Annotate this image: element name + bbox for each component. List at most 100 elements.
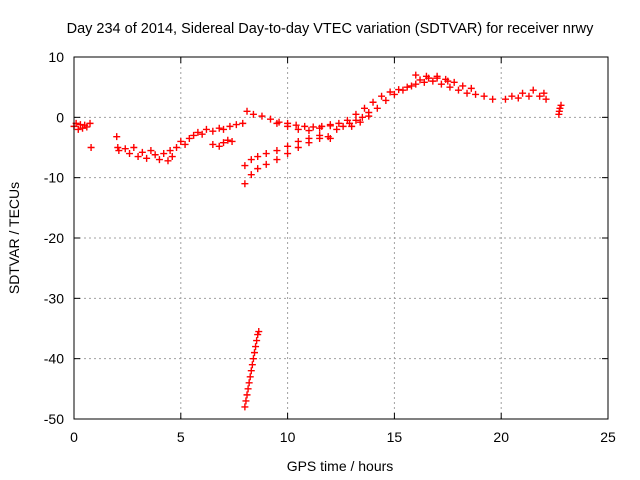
- data-point: [324, 133, 332, 141]
- data-point: [249, 355, 257, 363]
- data-point: [164, 157, 172, 165]
- data-point: [202, 125, 210, 133]
- data-point: [273, 119, 281, 127]
- data-point: [422, 72, 430, 80]
- x-tick-label: 5: [177, 429, 185, 445]
- data-point: [134, 153, 142, 161]
- data-point: [130, 144, 138, 151]
- data-point: [198, 130, 206, 138]
- data-point: [529, 86, 537, 94]
- data-point: [155, 156, 163, 164]
- data-point: [420, 78, 428, 86]
- data-point: [489, 95, 497, 103]
- data-point: [301, 122, 309, 130]
- data-point: [243, 107, 251, 115]
- data-point: [333, 125, 341, 133]
- y-axis-title: SDTVAR / TECUs: [6, 182, 22, 294]
- data-point: [416, 76, 424, 84]
- data-point: [254, 153, 262, 161]
- data-point: [284, 142, 292, 150]
- y-tick-label: -40: [44, 351, 64, 367]
- data-point: [113, 133, 121, 141]
- chart-title: Day 234 of 2014, Sidereal Day-to-day VTE…: [67, 21, 595, 37]
- data-point: [244, 385, 252, 393]
- data-point: [242, 397, 250, 405]
- data-point: [356, 118, 364, 126]
- data-point: [294, 137, 302, 145]
- data-point: [224, 136, 232, 144]
- tick-labels: 0 5 10 15 20 25 -50 -40 -30 -20 -10 0 10: [44, 49, 616, 445]
- data-point: [480, 92, 488, 100]
- data-point: [246, 373, 254, 381]
- data-point: [254, 165, 262, 173]
- data-point: [339, 122, 347, 130]
- data-point: [352, 116, 360, 124]
- y-tick-label: -20: [44, 230, 64, 246]
- data-point: [194, 128, 202, 136]
- data-point: [83, 123, 91, 131]
- x-tick-label: 0: [70, 429, 78, 445]
- data-point: [284, 122, 292, 130]
- axes: [73, 56, 609, 420]
- data-point: [557, 101, 565, 109]
- data-point: [247, 367, 255, 375]
- data-point: [166, 147, 174, 155]
- data-point: [190, 131, 198, 139]
- data-point: [273, 156, 281, 164]
- data-point: [335, 119, 343, 127]
- data-point: [352, 110, 360, 118]
- data-point: [555, 107, 563, 115]
- data-point: [250, 349, 258, 357]
- data-point: [514, 94, 522, 102]
- data-point: [399, 86, 407, 94]
- data-point: [467, 84, 475, 92]
- data-point: [501, 95, 509, 103]
- data-point: [143, 154, 151, 162]
- data-point: [115, 147, 123, 155]
- data-point: [316, 134, 324, 142]
- data-point: [454, 86, 462, 94]
- data-point: [386, 88, 394, 96]
- data-point: [305, 139, 313, 147]
- data-point: [226, 122, 234, 130]
- data-point: [407, 82, 415, 90]
- data-point: [309, 123, 317, 131]
- data-point: [87, 144, 95, 151]
- data-point: [446, 83, 454, 91]
- data-point: [249, 110, 257, 118]
- data-points: [70, 71, 565, 411]
- grid-lines: [74, 57, 608, 419]
- data-point: [173, 144, 181, 151]
- data-point: [262, 150, 270, 158]
- data-point: [412, 71, 420, 79]
- data-point: [168, 153, 176, 161]
- data-point: [284, 150, 292, 158]
- data-point: [433, 74, 441, 82]
- data-point: [429, 77, 437, 85]
- y-tick-label: -50: [44, 411, 64, 427]
- data-point: [241, 162, 249, 170]
- data-point: [508, 92, 516, 100]
- data-point: [209, 140, 217, 148]
- data-point: [472, 90, 480, 98]
- data-point: [294, 125, 302, 133]
- data-point: [248, 361, 256, 369]
- data-point: [316, 124, 324, 132]
- data-point: [346, 119, 354, 127]
- data-point: [253, 337, 261, 345]
- data-point: [519, 89, 527, 97]
- data-point: [437, 80, 445, 88]
- data-point: [382, 96, 390, 104]
- y-tick-label: -30: [44, 290, 64, 306]
- x-axis-title: GPS time / hours: [287, 458, 394, 474]
- data-point: [220, 139, 228, 147]
- data-point: [232, 121, 240, 129]
- data-point: [444, 77, 452, 85]
- data-point: [536, 92, 544, 100]
- data-point: [160, 150, 168, 158]
- data-point: [185, 134, 193, 142]
- data-point: [243, 391, 251, 399]
- data-point: [403, 83, 411, 91]
- data-point: [181, 140, 189, 148]
